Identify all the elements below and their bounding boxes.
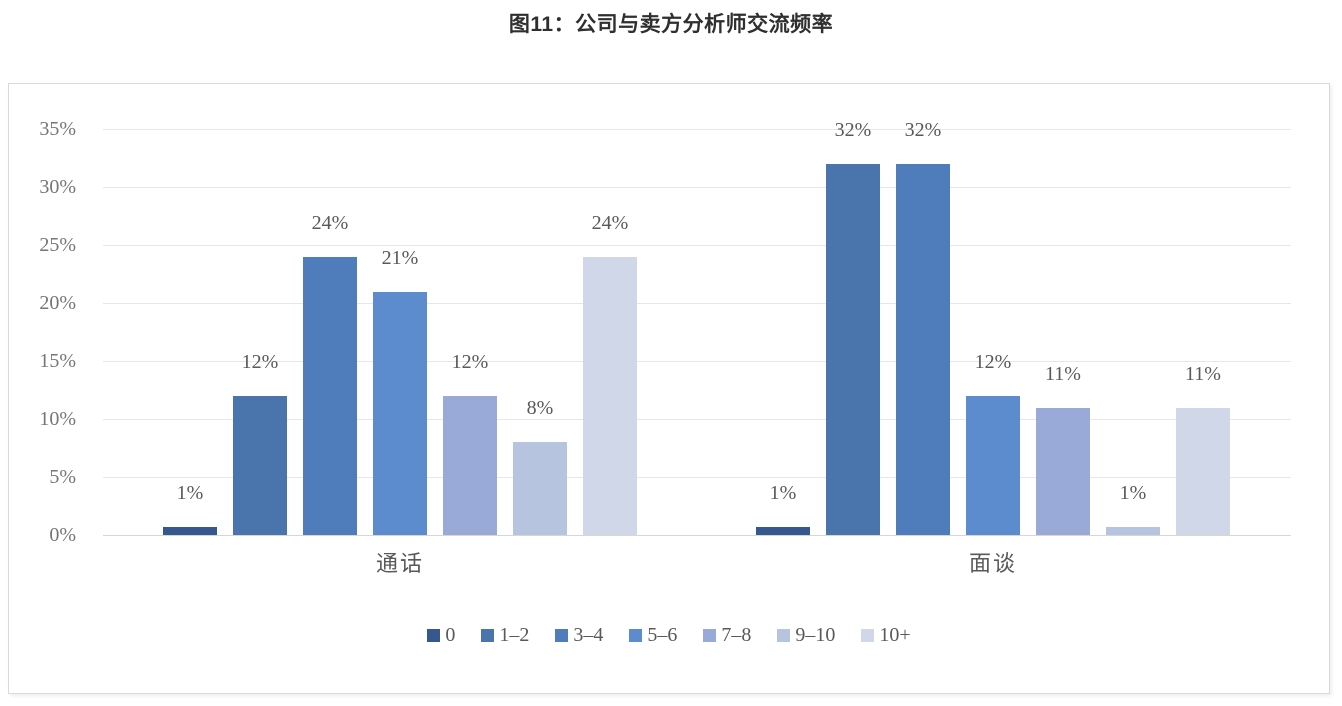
bar-value-label: 11% xyxy=(1045,363,1081,385)
bar-value-label: 32% xyxy=(834,119,872,141)
legend-label: 9–10 xyxy=(795,624,836,646)
bar xyxy=(1106,527,1160,535)
chart-legend: 0 1–2 3–4 5–6 7–8 9–10 10+ xyxy=(9,624,1329,647)
category-label: 面谈 xyxy=(968,551,1017,576)
bar-value-label: 12% xyxy=(241,351,279,373)
legend-swatch-icon xyxy=(481,629,495,642)
legend-item: 5–6 xyxy=(629,624,677,647)
bar xyxy=(1036,408,1090,535)
y-axis-tick-label: 0% xyxy=(49,524,76,546)
legend-swatch-icon xyxy=(555,629,569,642)
legend-label: 10+ xyxy=(879,624,911,646)
bar xyxy=(233,396,287,535)
gridline xyxy=(103,419,1291,420)
legend-label: 1–2 xyxy=(499,624,530,646)
legend-label: 5–6 xyxy=(647,624,678,646)
y-axis-tick-label: 20% xyxy=(39,292,76,314)
bar xyxy=(513,442,567,535)
legend-label: 0 xyxy=(445,624,456,646)
gridline xyxy=(103,477,1291,478)
category-label: 通话 xyxy=(375,551,424,576)
legend-label: 7–8 xyxy=(721,624,752,646)
legend-swatch-icon xyxy=(777,629,791,642)
legend-item: 3–4 xyxy=(555,624,603,647)
y-axis-tick-label: 30% xyxy=(39,176,76,198)
bar-value-label: 1% xyxy=(769,482,797,504)
bar-value-label: 32% xyxy=(904,119,942,141)
bar xyxy=(443,396,497,535)
bar-value-label: 24% xyxy=(311,212,349,234)
bar xyxy=(966,396,1020,535)
bar xyxy=(303,257,357,535)
bar-chart: 1% 12% 24% 21% 12% 8% 24% 1% 32% 32% 12% 11% 1% 11% 0… xyxy=(8,83,1330,694)
gridline xyxy=(103,187,1291,188)
bar xyxy=(163,527,217,535)
bar-value-label: 1% xyxy=(1119,482,1147,504)
gridline xyxy=(103,129,1291,130)
bar-value-label: 12% xyxy=(974,351,1012,373)
y-axis-tick-label: 35% xyxy=(39,118,76,140)
y-axis-tick-label: 25% xyxy=(39,234,76,256)
y-axis-tick-label: 15% xyxy=(39,350,76,372)
bar xyxy=(756,527,810,535)
gridline xyxy=(103,245,1291,246)
bar-value-label: 24% xyxy=(591,212,629,234)
legend-item: 0 xyxy=(427,624,455,647)
figure-title: 图11：公司与卖方分析师交流频率 xyxy=(508,13,834,36)
legend-label: 3–4 xyxy=(573,624,604,646)
bar xyxy=(583,257,637,535)
bar xyxy=(826,164,880,535)
bar-value-label: 11% xyxy=(1185,363,1221,385)
bar xyxy=(896,164,950,535)
gridline xyxy=(103,303,1291,304)
legend-item: 10+ xyxy=(861,624,911,647)
legend-swatch-icon xyxy=(861,629,875,642)
legend-item: 9–10 xyxy=(777,624,835,647)
bar-value-label: 21% xyxy=(381,247,419,269)
bar-value-label: 8% xyxy=(526,397,554,419)
y-axis-tick-label: 5% xyxy=(49,466,76,488)
bar-value-label: 12% xyxy=(451,351,489,373)
legend-swatch-icon xyxy=(629,629,643,642)
bar xyxy=(1176,408,1230,535)
bar-value-label: 1% xyxy=(176,482,204,504)
y-axis-tick-label: 10% xyxy=(39,408,76,430)
legend-swatch-icon xyxy=(703,629,717,642)
legend-item: 7–8 xyxy=(703,624,751,647)
legend-swatch-icon xyxy=(427,629,441,642)
x-axis-baseline xyxy=(103,535,1291,536)
legend-item: 1–2 xyxy=(481,624,529,647)
bar xyxy=(373,292,427,535)
gridline xyxy=(103,361,1291,362)
